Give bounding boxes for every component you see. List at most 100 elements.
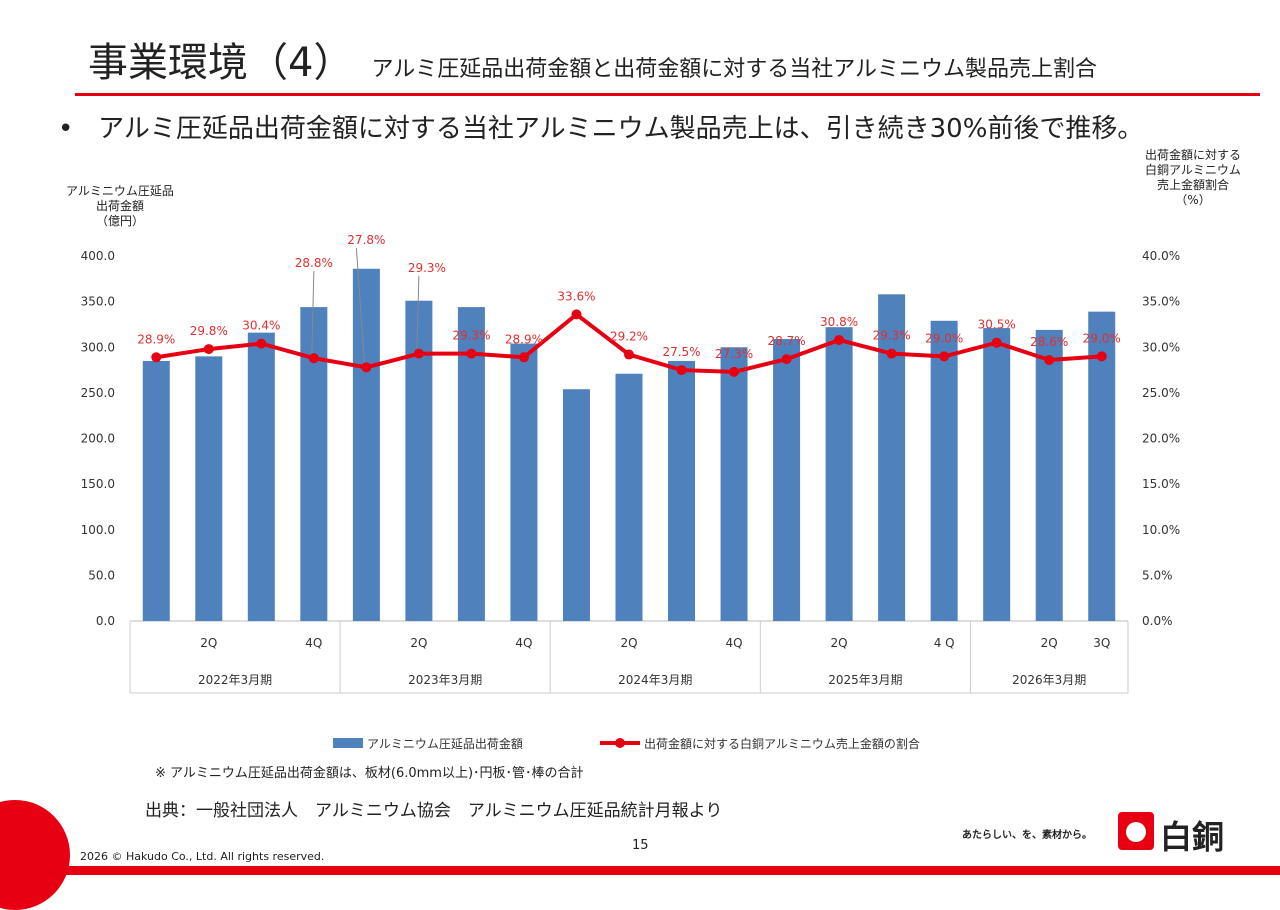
left-tick-label: 0.0 (96, 614, 115, 628)
corner-decoration (0, 800, 70, 910)
bar (1035, 329, 1063, 621)
data-label: 30.4% (242, 319, 280, 333)
brand-logo-text: 白銅 (1160, 818, 1225, 856)
data-label: 29.3% (452, 329, 490, 343)
legend-line-label: 出荷金額に対する白銅アルミニウム売上金額の割合 (644, 736, 920, 751)
data-label: 28.9% (137, 332, 175, 346)
bar (510, 343, 538, 621)
data-label: 29.2% (610, 330, 648, 344)
title-divider (75, 93, 1260, 96)
data-label: 30.8% (820, 315, 858, 329)
data-label: 29.0% (925, 331, 963, 345)
left-axis-title: アルミニウム圧延品 出荷金額 （億円） (66, 184, 174, 228)
line-point (939, 351, 950, 362)
line-point (361, 362, 372, 373)
line-point (466, 348, 477, 359)
data-label: 33.6% (557, 289, 595, 303)
line-point (676, 365, 687, 376)
left-tick-label: 400.0 (81, 249, 115, 263)
bar (457, 307, 485, 621)
fiscal-year-label: 2025年3月期 (828, 673, 902, 687)
data-label: 29.3% (873, 329, 911, 343)
line-point (203, 344, 214, 355)
right-tick-label: 40.0% (1142, 249, 1180, 263)
line-point (571, 309, 582, 320)
bar (930, 320, 958, 621)
line-point (834, 334, 845, 345)
right-tick-label: 25.0% (1142, 386, 1180, 400)
bar (352, 268, 380, 621)
quarter-tick-label: 4Q (726, 636, 743, 650)
left-tick-label: 350.0 (81, 295, 115, 309)
quarter-tick-label: 4 Q (934, 636, 955, 650)
page-title: 事業環境（4） アルミ圧延品出荷金額と出荷金額に対する当社アルミニウム製品売上割合 (88, 30, 1097, 88)
bar (195, 356, 223, 621)
bar (983, 328, 1011, 621)
line-point (413, 348, 424, 359)
line-point (624, 349, 634, 360)
right-tick-label: 20.0% (1142, 432, 1180, 446)
quarter-tick-label: 2Q (620, 636, 637, 650)
line-point (991, 337, 1002, 348)
combo-chart: 0.0 50.0 100.0 150.0 200.0 250.0 300.0 350.0 400… (81, 233, 1180, 751)
bullet-point: • アルミ圧延品出荷金額に対する当社アルミニウム製品売上は、引き続き30%前後で… (58, 114, 1144, 144)
copyright: 2026 © Hakudo Co., Ltd. All rights reser… (80, 850, 325, 863)
left-tick-label: 150.0 (81, 477, 115, 491)
bar (720, 347, 748, 621)
right-tick-label: 15.0% (1142, 477, 1180, 491)
label-leader (311, 270, 315, 354)
data-label: 29.0% (1083, 331, 1121, 345)
line-point (518, 352, 529, 363)
legend-line-marker (615, 738, 625, 748)
title-text: 事業環境（4） (88, 40, 354, 86)
bar (1088, 311, 1116, 621)
data-label: 28.9% (505, 332, 543, 346)
quarter-tick-label: 2Q (1041, 636, 1058, 650)
line-point (1096, 351, 1107, 362)
legend-bar-swatch (333, 738, 363, 748)
data-label: 27.5% (662, 345, 700, 359)
quarter-tick-label: 2Q (410, 636, 427, 650)
left-tick-label: 100.0 (81, 523, 115, 537)
line-point (1044, 355, 1055, 366)
label-leader (355, 247, 365, 363)
bar (878, 294, 906, 621)
data-label: 27.8% (347, 233, 385, 247)
data-label: 28.7% (768, 334, 806, 348)
logo-icon (1118, 812, 1154, 850)
data-label: 29.3% (408, 261, 446, 275)
right-tick-label: 0.0% (1142, 614, 1173, 628)
data-label: 28.8% (295, 256, 333, 270)
fiscal-year-label: 2026年3月期 (1012, 673, 1086, 687)
line-point (151, 352, 162, 363)
quarter-tick-label: 4Q (515, 636, 532, 650)
left-tick-label: 50.0 (88, 568, 115, 582)
bar (142, 360, 170, 621)
bar (668, 360, 696, 621)
data-label: 27.3% (715, 347, 753, 361)
fiscal-year-label: 2022年3月期 (198, 673, 272, 687)
quarter-tick-label: 2Q (200, 636, 217, 650)
fiscal-year-label: 2023年3月期 (408, 673, 482, 687)
right-tick-label: 10.0% (1142, 523, 1180, 537)
right-tick-label: 5.0% (1142, 568, 1173, 582)
label-leader (416, 275, 420, 349)
tagline: あたらしい、を、素材から。 (962, 830, 1092, 841)
bar (773, 339, 801, 621)
left-tick-label: 300.0 (81, 340, 115, 354)
data-label: 30.5% (978, 318, 1016, 332)
right-tick-label: 30.0% (1142, 340, 1180, 354)
quarter-tick-label: 4Q (305, 636, 322, 650)
bullet-text: アルミ圧延品出荷金額に対する当社アルミニウム製品売上は、引き続き30%前後で推移… (98, 114, 1144, 144)
quarter-tick-label: 2Q (831, 636, 848, 650)
line-point (781, 354, 792, 365)
line-point (886, 348, 897, 359)
line-point (308, 353, 319, 364)
fiscal-year-label: 2024年3月期 (618, 673, 692, 687)
bar (247, 332, 275, 621)
right-tick-label: 35.0% (1142, 295, 1180, 309)
line-point (256, 338, 267, 349)
line-point (729, 366, 740, 377)
bar (562, 389, 590, 621)
footer-bar (0, 866, 1280, 875)
